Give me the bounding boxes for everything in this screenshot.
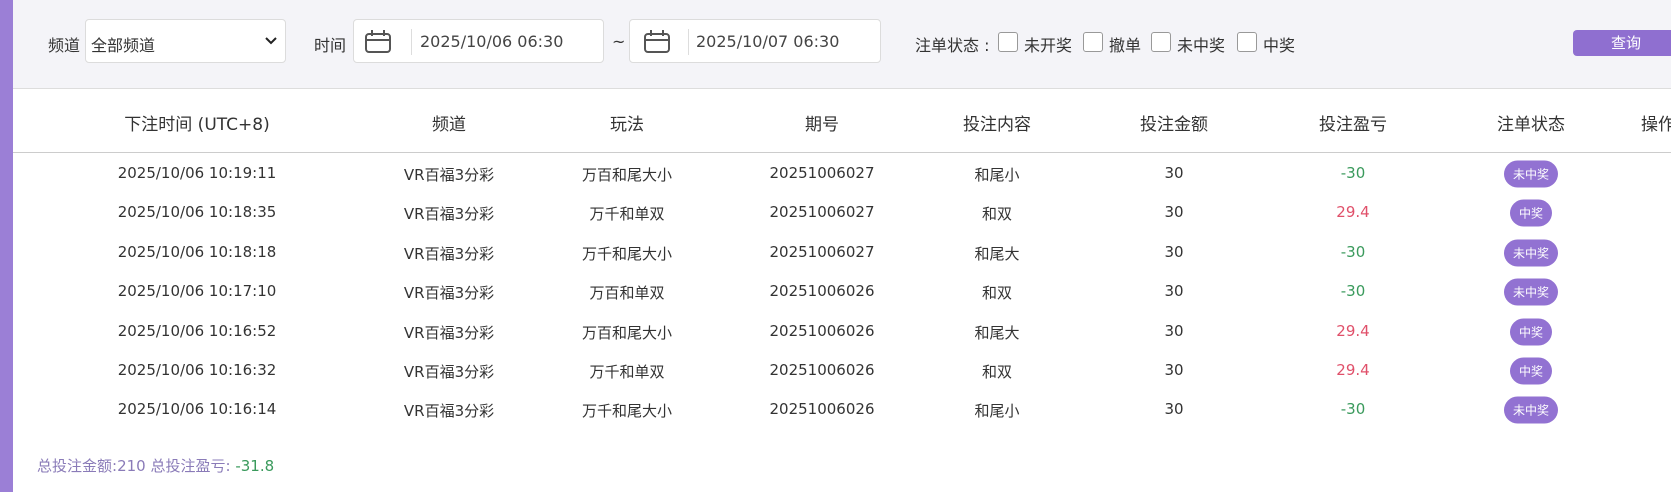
cell: 和尾小: [974, 402, 1020, 421]
checkbox[interactable]: [1237, 32, 1257, 52]
cell: 和双: [981, 363, 1013, 381]
cell: 20251006026: [769, 361, 875, 379]
cell: 20251006027: [769, 242, 875, 261]
cell: VR百福3分彩: [403, 284, 495, 303]
cell: 20251006026: [769, 282, 875, 301]
cell: -30: [1340, 400, 1366, 419]
divider: [411, 29, 412, 55]
cell: -30: [1340, 282, 1366, 301]
start-time: 2025/10/06 06:30: [420, 32, 564, 51]
query-button[interactable]: 查询: [1573, 30, 1671, 56]
cell: 万千和尾大小: [581, 402, 673, 421]
column-header: 频道: [432, 115, 466, 135]
status-badge: 未中奖: [1503, 396, 1559, 424]
status-badge: 中奖: [1509, 318, 1553, 346]
cell: 和尾大: [974, 244, 1020, 263]
amount-label: 总投注金额:: [37, 457, 118, 475]
status-badge: 未中奖: [1503, 160, 1559, 188]
profit-label: 总投注盈亏:: [150, 457, 231, 475]
cell: 万百和尾大小: [581, 166, 673, 184]
column-header: 注单状态: [1497, 115, 1565, 135]
cell: -30: [1340, 242, 1366, 261]
status-option: 未中奖: [1177, 36, 1226, 55]
cell: 30: [1164, 164, 1184, 182]
column-header: 操作: [1641, 115, 1671, 135]
cell: 29.4: [1336, 203, 1370, 222]
separator: ~: [612, 32, 626, 51]
column-header: 期号: [805, 115, 839, 135]
cell: 20251006026: [769, 400, 875, 419]
column-header: 玩法: [610, 115, 644, 135]
channel-select[interactable]: 全部频道: [85, 19, 286, 63]
cell: 万千和尾大小: [581, 244, 673, 263]
cell: 30: [1164, 400, 1184, 419]
cell: 和尾小: [974, 166, 1020, 184]
cell: VR百福3分彩: [403, 363, 495, 381]
side-bar: [0, 0, 13, 492]
cell: 20251006027: [769, 164, 875, 182]
cell: 2025/10/06 10:18:35: [117, 203, 277, 222]
cell: VR百福3分彩: [403, 323, 495, 342]
header-border: [13, 152, 1671, 153]
chevron: [265, 37, 277, 45]
cell: VR百福3分彩: [403, 244, 495, 263]
start-date[interactable]: 2025/10/06 06:30: [353, 19, 604, 63]
status-badge: 中奖: [1509, 199, 1553, 227]
summary: 总投注金额:210 总投注盈亏: -31.8: [37, 455, 274, 476]
cell: 2025/10/06 10:16:14: [117, 400, 277, 419]
cell: 30: [1164, 203, 1184, 222]
status-option: 中奖: [1263, 36, 1296, 55]
cell: 2025/10/06 10:18:18: [117, 242, 277, 261]
status-option: 撤单: [1109, 36, 1142, 55]
cell: 2025/10/06 10:17:10: [117, 282, 277, 301]
cell: 2025/10/06 10:16:52: [117, 321, 277, 340]
column-header: 投注盈亏: [1319, 115, 1387, 135]
cell: 和双: [981, 205, 1013, 224]
amount-value: 210: [117, 457, 146, 475]
cell: 2025/10/06 10:19:11: [117, 164, 277, 182]
channel-label: 频道: [48, 36, 81, 55]
checkbox[interactable]: [998, 32, 1018, 52]
cell: 和尾大: [974, 323, 1020, 342]
cell: 万千和单双: [589, 205, 665, 224]
cell: 万百和单双: [589, 284, 665, 303]
cell: VR百福3分彩: [403, 402, 495, 421]
calendar-icon: [644, 30, 670, 53]
cell: 29.4: [1336, 321, 1370, 340]
column-header: 投注内容: [963, 115, 1031, 135]
cell: 和双: [981, 284, 1013, 303]
status-label: 注单状态 :: [915, 36, 990, 55]
status-badge: 中奖: [1509, 357, 1553, 385]
time-label: 时间: [314, 36, 347, 55]
end-time: 2025/10/07 06:30: [696, 32, 840, 51]
cell: 万千和单双: [589, 363, 665, 381]
status-badge: 未中奖: [1503, 278, 1559, 306]
divider: [688, 29, 689, 55]
cell: VR百福3分彩: [403, 205, 495, 224]
profit-value: -31.8: [235, 457, 275, 475]
cell: 2025/10/06 10:16:32: [117, 361, 277, 379]
calendar-icon: [365, 30, 391, 53]
cell: 30: [1164, 361, 1184, 379]
cell: 30: [1164, 321, 1184, 340]
cell: 20251006026: [769, 321, 875, 340]
status-badge: 未中奖: [1503, 239, 1559, 267]
cell: 20251006027: [769, 203, 875, 222]
status-option: 未开奖: [1024, 36, 1073, 55]
cell: 万百和尾大小: [581, 323, 673, 342]
cell: 30: [1164, 282, 1184, 301]
cell: VR百福3分彩: [403, 166, 495, 184]
column-header: 投注金额: [1140, 115, 1208, 135]
channel-value: 全部频道: [91, 36, 156, 55]
checkbox[interactable]: [1151, 32, 1171, 52]
end-date[interactable]: 2025/10/07 06:30: [629, 19, 881, 63]
cell: 29.4: [1336, 361, 1370, 379]
column-header: 下注时间 (UTC+8): [124, 115, 270, 135]
cell: -30: [1340, 164, 1366, 182]
cell: 30: [1164, 242, 1184, 261]
checkbox[interactable]: [1083, 32, 1103, 52]
